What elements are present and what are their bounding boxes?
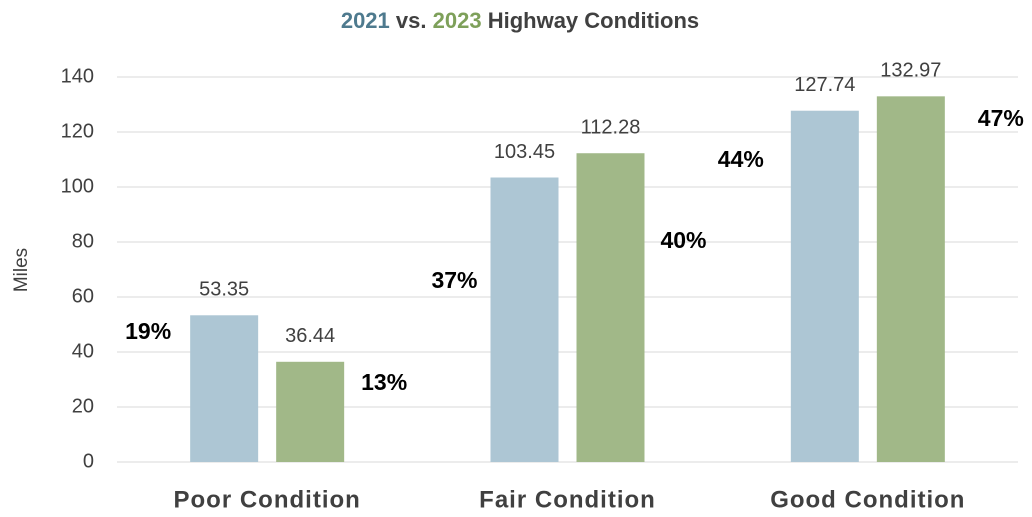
bar	[790, 110, 859, 462]
title-year: 2021	[341, 8, 390, 33]
share-label: 47%	[978, 105, 1024, 131]
y-tick-label: 0	[83, 450, 94, 472]
value-label: 112.28	[581, 117, 641, 139]
y-tick-label: 40	[72, 340, 94, 362]
bar	[876, 96, 945, 463]
y-tick-label: 20	[72, 395, 94, 417]
share-label: 13%	[361, 369, 407, 395]
value-label: 53.35	[199, 279, 249, 301]
title-joiner: vs.	[396, 8, 427, 33]
bar	[490, 177, 559, 462]
y-tick-label: 100	[61, 175, 94, 197]
value-label: 103.45	[494, 141, 555, 163]
bar	[576, 153, 645, 463]
title-text: Highway Conditions	[488, 8, 699, 33]
share-label: 37%	[431, 267, 477, 293]
x-tick-label: Poor Condition	[174, 486, 361, 513]
share-label: 40%	[660, 227, 706, 253]
title-year: 2023	[433, 8, 482, 33]
x-tick-label: Good Condition	[770, 486, 965, 513]
chart-title: 2021 vs. 2023 Highway Conditions	[341, 8, 699, 33]
value-label: 132.97	[880, 60, 941, 82]
bar	[276, 361, 345, 462]
value-label: 36.44	[285, 325, 335, 347]
value-label: 127.74	[794, 74, 855, 96]
y-tick-label: 80	[72, 230, 94, 252]
share-label: 19%	[125, 318, 171, 344]
y-tick-label: 140	[61, 65, 94, 87]
share-label: 44%	[718, 146, 764, 172]
y-axis-label: Miles	[11, 248, 32, 292]
y-tick-label: 120	[61, 120, 94, 142]
x-tick-label: Fair Condition	[479, 486, 656, 513]
bar	[190, 315, 259, 462]
y-tick-label: 60	[72, 285, 94, 307]
